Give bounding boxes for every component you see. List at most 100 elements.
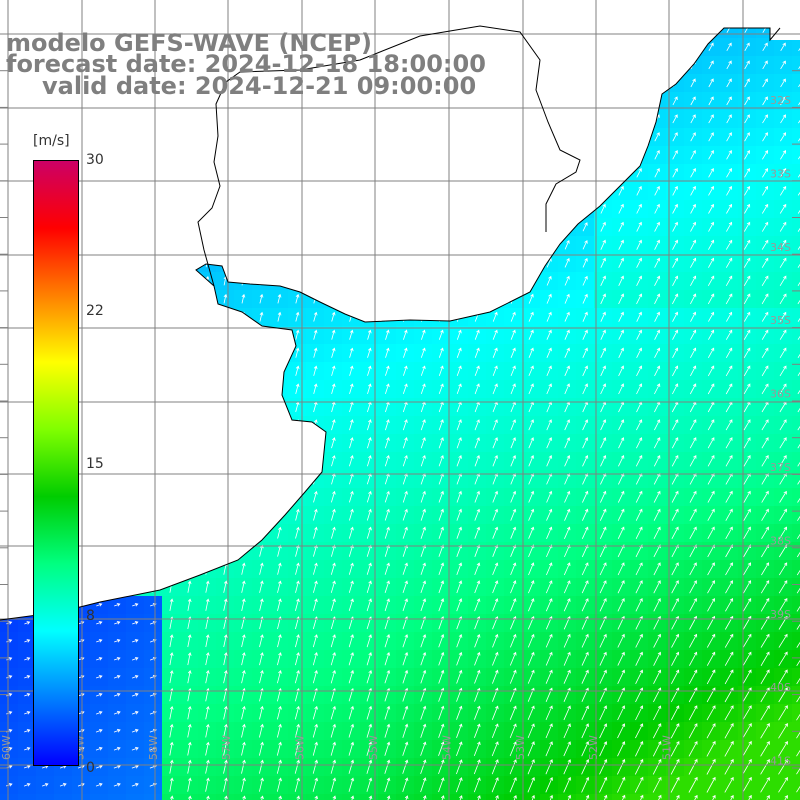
wind-speed-cell [252,110,271,129]
wind-speed-cell [162,488,181,507]
wind-speed-cell [792,290,800,309]
wind-arrow [690,203,696,214]
wind-arrow [706,776,716,793]
wind-speed-cell [216,344,235,363]
wind-speed-cell [90,506,109,525]
wind-arrow [528,347,534,358]
wind-speed-cell [0,506,19,525]
wind-arrow [743,239,751,250]
wind-arrow [259,168,264,177]
wind-speed-cell [108,470,127,489]
wind-arrow [742,687,752,703]
wind-speed-cell [162,128,181,147]
wind-speed-cell [162,452,181,471]
wind-speed-cell [252,146,271,165]
wind-arrow [780,78,786,88]
wind-arrow [456,490,462,503]
wind-arrow [744,114,750,124]
wind-arrow [259,562,264,575]
wind-arrow [295,508,300,521]
wind-arrow [115,204,120,213]
wind-arrow [223,634,228,648]
wind-arrow [779,293,787,305]
wind-arrow [277,365,282,376]
wind-arrow [420,526,426,539]
wind-arrow [294,723,300,738]
wind-speed-cell [144,128,163,147]
wind-arrow [618,78,624,88]
wind-speed-cell [216,236,235,255]
wind-speed-cell [792,146,800,165]
wind-arrow [97,508,102,521]
wind-arrow [493,96,498,105]
wind-arrow [511,42,516,51]
wind-speed-cell [270,218,289,237]
wind-arrow [707,490,715,503]
wind-arrow [313,186,318,196]
wind-speed-cell [180,380,199,399]
wind-arrow [259,759,264,774]
wind-arrow [457,239,462,250]
wind-arrow [205,795,210,800]
wind-arrow [672,60,678,70]
wind-speed-cell [72,110,91,129]
wind-arrow [456,759,463,775]
wind-arrow [241,150,246,159]
wind-arrow [223,258,228,268]
wind-speed-cell [270,182,289,201]
wind-speed-cell [0,452,19,471]
wind-speed-cell [486,218,505,237]
wind-arrow [6,693,13,697]
wind-arrow [187,473,192,485]
wind-arrow [545,651,553,666]
wind-speed-cell [558,56,577,75]
wind-arrow [474,275,480,286]
wind-arrow [97,580,102,593]
wind-speed-cell [126,542,145,561]
wind-speed-cell [360,218,379,237]
wind-speed-cell [288,200,307,219]
wind-speed-cell [612,28,631,39]
wind-arrow [546,419,552,431]
wind-arrow [599,669,607,684]
wind-arrow [97,383,102,394]
wind-arrow [493,168,498,178]
wind-arrow [510,329,516,340]
colorbar-unit-label: [m/s] [33,133,70,149]
wind-arrow [403,132,408,141]
wind-arrow [725,365,733,377]
wind-speed-cell [306,164,325,183]
wind-arrow [581,651,589,666]
wind-speed-cell [342,290,361,309]
wind-speed-cell [144,308,163,327]
wind-arrow [492,222,498,232]
wind-arrow [456,633,463,648]
wind-speed-cell [378,290,397,309]
wind-arrow [547,96,552,105]
wind-arrow [312,795,319,800]
wind-arrow [706,723,716,739]
wind-arrow [385,329,390,340]
wind-speed-cell [414,272,433,291]
wind-arrow [259,240,264,250]
wind-speed-cell [396,146,415,165]
wind-arrow [113,693,121,697]
wind-arrow [25,258,30,268]
wind-speed-cell [792,218,800,237]
wind-arrow [744,42,750,52]
wind-arrow [169,455,174,467]
wind-speed-cell [756,28,775,39]
wind-arrow [654,96,660,106]
wind-speed-cell [414,290,433,309]
wind-speed-cell [90,128,109,147]
wind-arrow [277,401,282,412]
wind-arrow [528,383,534,395]
wind-speed-cell [234,398,253,417]
wind-arrow [115,473,120,485]
wind-arrow [277,293,282,304]
wind-arrow [115,222,120,231]
wind-arrow [43,150,47,159]
wind-arrow [367,293,372,304]
wind-arrow [797,347,800,359]
